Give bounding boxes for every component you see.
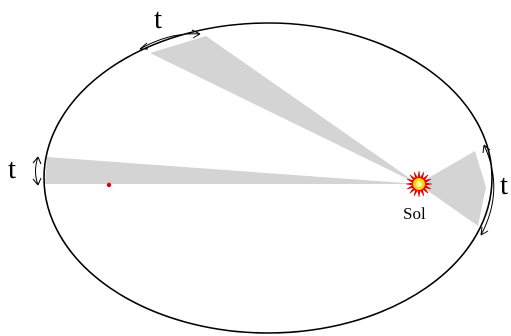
arc-arrow-left xyxy=(32,156,42,186)
time-label-top: t xyxy=(154,3,162,35)
arc-arrow-top xyxy=(139,29,201,50)
time-label-left: t xyxy=(8,153,16,185)
swept-area-left xyxy=(45,157,418,184)
arc-arrow-right xyxy=(480,144,495,236)
swept-area-right xyxy=(418,151,486,226)
time-label-right: t xyxy=(500,169,508,201)
swept-area-top xyxy=(150,36,418,184)
orbit-ellipse xyxy=(43,22,493,334)
ellipse-center-dot xyxy=(106,182,112,188)
sun-label: Sol xyxy=(403,204,426,223)
sun-star-icon xyxy=(405,170,433,198)
